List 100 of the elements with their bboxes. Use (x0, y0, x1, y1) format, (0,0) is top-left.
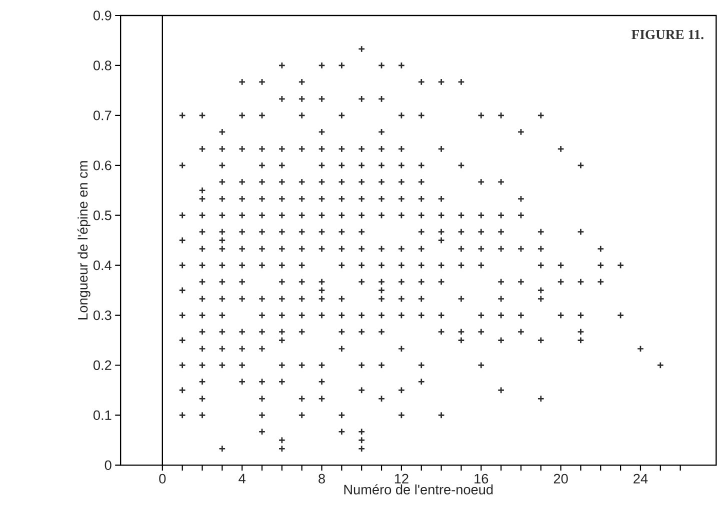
point (438, 146, 445, 153)
point (636, 345, 644, 353)
point (577, 162, 584, 170)
point (338, 112, 346, 120)
point (616, 262, 624, 270)
point (198, 278, 206, 286)
point (318, 378, 326, 386)
point (338, 212, 346, 220)
point (178, 312, 186, 320)
point (318, 162, 326, 170)
point (378, 146, 386, 153)
point (517, 128, 525, 136)
point (418, 312, 425, 320)
point (358, 46, 366, 53)
point (478, 245, 485, 253)
x-tick-label: 12 (394, 474, 408, 484)
point (198, 187, 206, 194)
point (398, 112, 406, 120)
point (338, 295, 346, 303)
point (218, 212, 226, 220)
point (438, 262, 445, 270)
point (198, 212, 206, 220)
point (358, 228, 366, 236)
point (378, 395, 386, 403)
point (298, 228, 306, 236)
point (418, 362, 425, 370)
point (577, 278, 584, 286)
point (298, 262, 306, 270)
point (318, 362, 326, 370)
point (478, 112, 485, 120)
point (378, 286, 386, 294)
point (298, 412, 306, 420)
point (537, 295, 544, 303)
point (258, 146, 266, 153)
point (458, 245, 465, 253)
point (418, 378, 425, 386)
point (318, 228, 326, 236)
point (438, 212, 445, 220)
point (478, 178, 485, 186)
point (218, 345, 226, 353)
point (278, 62, 286, 70)
point (557, 146, 564, 153)
point (278, 336, 286, 344)
point (178, 112, 186, 120)
point (478, 262, 485, 270)
point (258, 312, 266, 320)
point (458, 78, 465, 86)
point (198, 378, 206, 386)
point (218, 162, 226, 170)
point (218, 236, 226, 244)
point (298, 245, 306, 253)
point (398, 278, 406, 286)
point (258, 245, 266, 253)
point (398, 262, 406, 270)
point (238, 146, 246, 153)
point (238, 295, 246, 303)
point (218, 328, 226, 336)
point (238, 112, 246, 120)
point (398, 412, 406, 420)
point (418, 228, 425, 236)
point (298, 196, 306, 203)
point (198, 412, 206, 420)
point (378, 162, 386, 170)
point (438, 78, 445, 86)
point (378, 178, 386, 186)
point (378, 128, 386, 136)
point (238, 196, 246, 203)
y-tick-label: 0.4 (93, 260, 112, 270)
point (358, 146, 366, 153)
point (458, 262, 465, 270)
point (338, 162, 346, 170)
point (497, 245, 505, 253)
point (616, 312, 624, 320)
y-tick-label: 0.5 (93, 210, 112, 220)
point (458, 328, 465, 336)
point (497, 386, 505, 394)
point (318, 245, 326, 253)
point (258, 395, 266, 403)
point (398, 62, 406, 70)
point (398, 245, 406, 253)
x-tick-label: 8 (318, 474, 325, 484)
point (198, 328, 206, 336)
x-tick-label: 0 (159, 474, 166, 484)
point (338, 228, 346, 236)
point (398, 162, 406, 170)
point (537, 286, 544, 294)
point (418, 162, 425, 170)
point (398, 295, 406, 303)
point (298, 178, 306, 186)
x-tick-label: 16 (474, 474, 488, 484)
point (258, 378, 266, 386)
point (418, 78, 425, 86)
point (378, 278, 386, 286)
point (298, 78, 306, 86)
point (458, 212, 465, 220)
point (278, 162, 286, 170)
point (198, 262, 206, 270)
point (298, 312, 306, 320)
point (478, 228, 485, 236)
point (537, 262, 544, 270)
